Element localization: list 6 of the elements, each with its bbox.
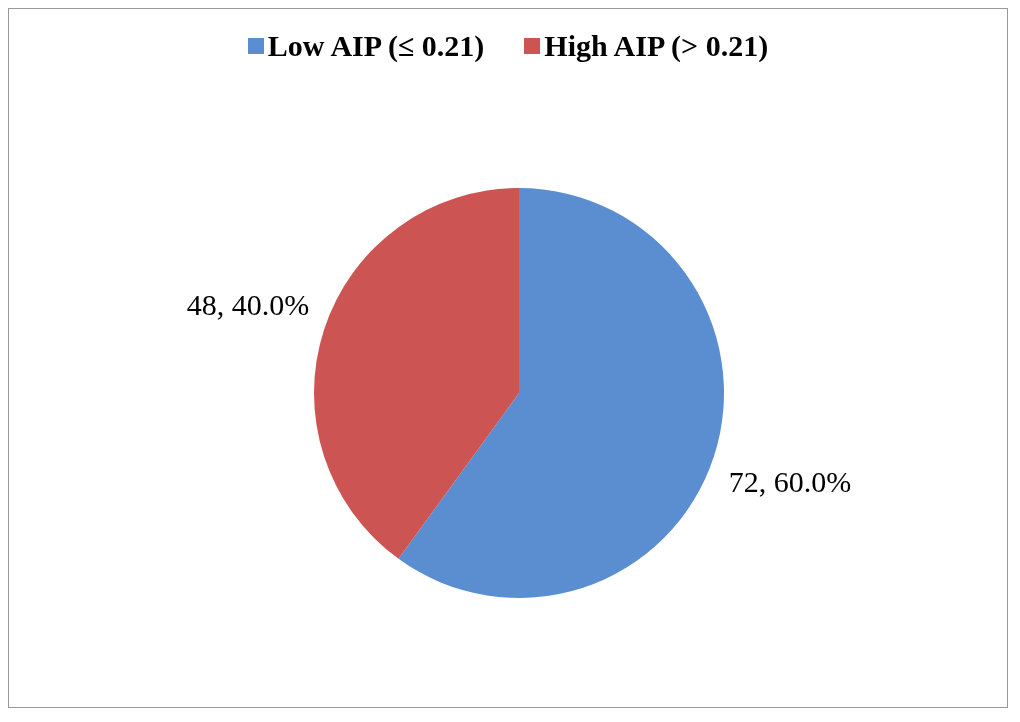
pie-slice [314, 188, 519, 559]
data-label: 48, 40.0% [186, 288, 310, 322]
data-label: 72, 60.0% [728, 464, 852, 498]
legend-label: High AIP (> 0.21) [544, 29, 769, 63]
pie-slice [398, 188, 724, 598]
legend-label: Low AIP (≤ 0.21) [267, 29, 485, 63]
